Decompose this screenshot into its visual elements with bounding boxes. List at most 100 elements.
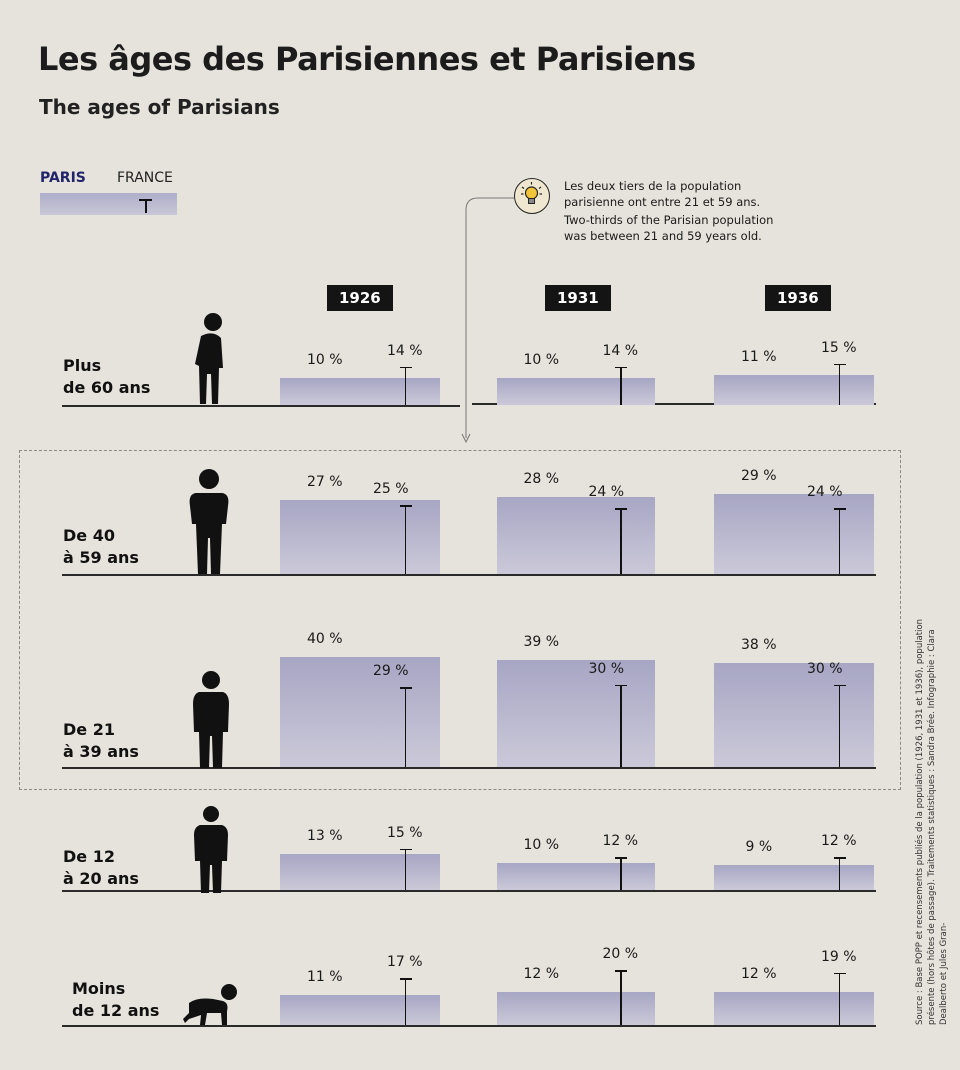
- crawling-baby-icon: [183, 983, 241, 1031]
- france-marker-cap: [833, 508, 846, 510]
- paris-value-label: 28 %: [523, 471, 560, 487]
- france-marker-cap: [833, 363, 846, 366]
- age-group-label-line: De 21: [63, 720, 115, 739]
- age-group-label: De 21 à 39 ans: [63, 719, 139, 763]
- paris-value-label: 11 %: [741, 348, 777, 365]
- paris-bar: [497, 862, 655, 890]
- france-value-label: 24 %: [588, 484, 625, 500]
- france-marker: [620, 970, 622, 1025]
- year-badge-1926: 1926: [327, 285, 393, 311]
- year-badge-1936: 1936: [765, 285, 831, 311]
- paris-value-label: 40 %: [307, 631, 343, 647]
- elderly-person-icon: [183, 306, 233, 410]
- teenager-icon: [191, 805, 231, 899]
- paris-bar: [280, 657, 440, 767]
- france-value-label: 12 %: [602, 833, 639, 849]
- age-group-label-line: Moins: [72, 979, 126, 998]
- chart-subtitle: The ages of Parisians: [39, 95, 280, 119]
- france-marker: [838, 684, 841, 767]
- france-marker-cap: [615, 366, 628, 369]
- paris-bar: [714, 374, 874, 405]
- paris-value-label: 12 %: [741, 966, 777, 982]
- france-marker-cap: [399, 505, 412, 507]
- paris-bar: [280, 994, 440, 1025]
- paris-bar: [280, 499, 440, 574]
- legend-france-marker: [145, 199, 147, 213]
- age-group-label-line: De 12: [63, 847, 115, 866]
- age-group-label-line: à 20 ans: [63, 869, 139, 888]
- france-marker: [620, 684, 622, 767]
- france-marker: [620, 366, 622, 405]
- france-marker: [404, 366, 407, 405]
- baseline-2: [62, 574, 876, 576]
- france-value-label: 30 %: [807, 660, 843, 677]
- france-value-label: 20 %: [602, 946, 639, 962]
- paris-bar: [714, 662, 874, 767]
- france-marker: [620, 857, 622, 890]
- source-note: Source : Base POPP et recensements publi…: [915, 618, 949, 1025]
- age-group-label-line: à 59 ans: [63, 548, 139, 567]
- france-value-label: 17 %: [387, 954, 423, 971]
- paris-value-label: 11 %: [307, 968, 343, 985]
- paris-bar: [280, 854, 440, 890]
- paris-bar: [280, 377, 440, 405]
- paris-bar: [497, 659, 655, 767]
- france-marker-cap: [833, 972, 846, 975]
- baseline-1b: [472, 403, 876, 405]
- paris-value-label: 29 %: [741, 468, 777, 485]
- legend-paris-swatch: [40, 193, 177, 215]
- annotation-en: Two-thirds of the Parisian population wa…: [564, 213, 774, 243]
- age-group-label: De 40 à 59 ans: [63, 525, 139, 569]
- young-adult-icon: [189, 670, 233, 774]
- france-marker-cap: [399, 848, 412, 851]
- paris-bar: [714, 865, 874, 890]
- paris-bar: [714, 494, 874, 574]
- legend-paris-label: PARIS: [40, 170, 86, 186]
- age-group-label: Plus de 60 ans: [63, 355, 150, 399]
- france-marker: [838, 363, 841, 405]
- age-group-label-line: à 39 ans: [63, 742, 139, 761]
- paris-value-label: 10 %: [307, 351, 343, 368]
- france-marker: [838, 972, 841, 1025]
- france-marker-cap: [833, 684, 846, 687]
- france-value-label: 15 %: [387, 824, 423, 841]
- legend-france-marker-cap: [139, 199, 152, 201]
- highlight-21-59-box: [19, 450, 901, 790]
- france-marker: [838, 857, 841, 890]
- baseline-1: [62, 405, 460, 407]
- france-marker: [620, 508, 622, 574]
- paris-bar: [497, 992, 655, 1025]
- france-value-label: 14 %: [387, 342, 423, 359]
- paris-value-label: 10 %: [523, 836, 560, 853]
- paris-value-label: 39 %: [523, 633, 560, 650]
- france-value-label: 29 %: [373, 663, 409, 680]
- paris-bar: [497, 377, 655, 405]
- age-group-label-line: de 12 ans: [72, 1001, 160, 1020]
- age-group-label-line: Plus: [63, 356, 102, 375]
- france-marker: [404, 978, 407, 1025]
- age-group-label: De 12 à 20 ans: [63, 846, 139, 890]
- france-marker: [404, 848, 407, 890]
- france-value-label: 24 %: [807, 484, 843, 500]
- france-marker-cap: [399, 687, 412, 689]
- france-value-label: 19 %: [821, 948, 857, 965]
- lightbulb-icon: [514, 178, 550, 214]
- france-value-label: 15 %: [821, 339, 857, 356]
- age-group-label-line: De 40: [63, 526, 115, 545]
- adult-person-icon: [184, 468, 234, 580]
- france-marker-cap: [833, 857, 846, 859]
- age-group-label-line: de 60 ans: [63, 378, 151, 397]
- france-marker: [404, 505, 407, 574]
- paris-value-label: 38 %: [741, 636, 777, 653]
- paris-bar: [714, 992, 874, 1025]
- france-value-label: 12 %: [821, 833, 857, 849]
- paris-value-label: 27 %: [307, 473, 343, 490]
- france-value-label: 14 %: [602, 342, 639, 359]
- baseline-5: [62, 1025, 876, 1027]
- france-marker-cap: [615, 684, 628, 687]
- france-marker-cap: [399, 366, 412, 369]
- baseline-3: [62, 767, 876, 769]
- legend-france-label: FRANCE: [117, 170, 173, 186]
- age-group-label: Moins de 12 ans: [72, 978, 159, 1022]
- france-marker: [838, 508, 841, 574]
